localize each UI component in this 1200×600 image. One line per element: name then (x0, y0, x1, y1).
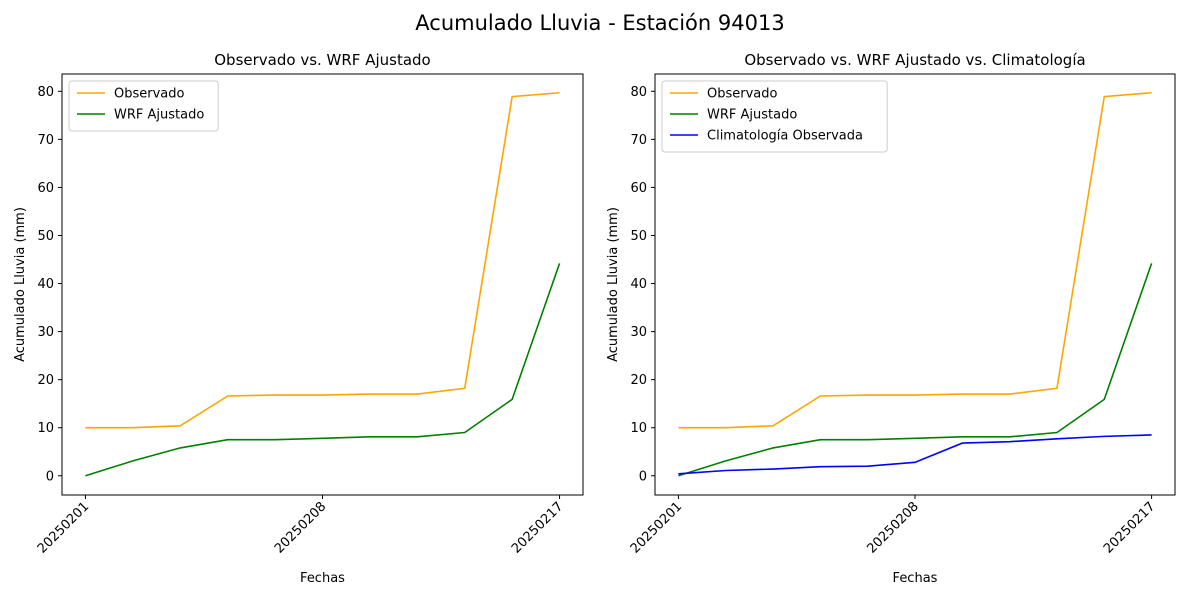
legend-label: WRF Ajustado (707, 108, 797, 123)
x-tick-label: 20250201 (35, 499, 92, 556)
x-axis-label: Fechas (300, 571, 345, 586)
x-tick-label: 20250201 (628, 499, 685, 556)
data-line (85, 91, 560, 429)
y-tick-label: 10 (37, 421, 54, 436)
legend-label: WRF Ajustado (114, 108, 204, 123)
legend-label: Observado (114, 87, 185, 102)
x-tick-label: 20250217 (1101, 499, 1158, 556)
y-tick-label: 50 (37, 229, 54, 244)
y-tick-label: 30 (37, 325, 54, 340)
y-tick-label: 80 (37, 85, 54, 100)
y-tick-label: 0 (46, 469, 54, 484)
chart-title: Observado vs. WRF Ajustado (214, 51, 430, 69)
legend-label: Climatología Observada (707, 129, 863, 144)
y-tick-label: 70 (630, 133, 647, 148)
x-tick-label: 20250208 (272, 499, 329, 556)
y-tick-label: 80 (630, 85, 647, 100)
y-axis-label: Acumulado Lluvia (mm) (13, 207, 28, 362)
y-tick-label: 20 (37, 373, 54, 388)
figure-title: Acumulado Lluvia - Estación 94013 (415, 11, 784, 35)
legend-box (661, 80, 888, 153)
axes-frame (654, 73, 1176, 496)
data-line (678, 263, 1153, 477)
x-tick-label: 20250208 (864, 499, 921, 556)
x-tick-label: 20250217 (509, 499, 566, 556)
y-tick-label: 30 (630, 325, 647, 340)
y-tick-label: 60 (37, 181, 54, 196)
y-tick-label: 60 (630, 181, 647, 196)
legend-box (68, 80, 219, 132)
y-tick-label: 50 (630, 229, 647, 244)
data-line (85, 263, 561, 477)
y-tick-label: 10 (630, 421, 647, 436)
data-line (678, 434, 1152, 475)
data-line (678, 91, 1152, 429)
y-tick-label: 40 (630, 277, 647, 292)
legend-label: Observado (707, 87, 778, 102)
y-tick-label: 20 (630, 373, 647, 388)
axes-frame (61, 73, 584, 496)
x-axis-label: Fechas (893, 571, 938, 586)
chart-title: Observado vs. WRF Ajustado vs. Climatolo… (744, 51, 1085, 69)
y-tick-label: 0 (639, 469, 647, 484)
y-axis-label: Acumulado Lluvia (mm) (606, 207, 621, 362)
y-tick-label: 40 (37, 277, 54, 292)
y-tick-label: 70 (37, 133, 54, 148)
